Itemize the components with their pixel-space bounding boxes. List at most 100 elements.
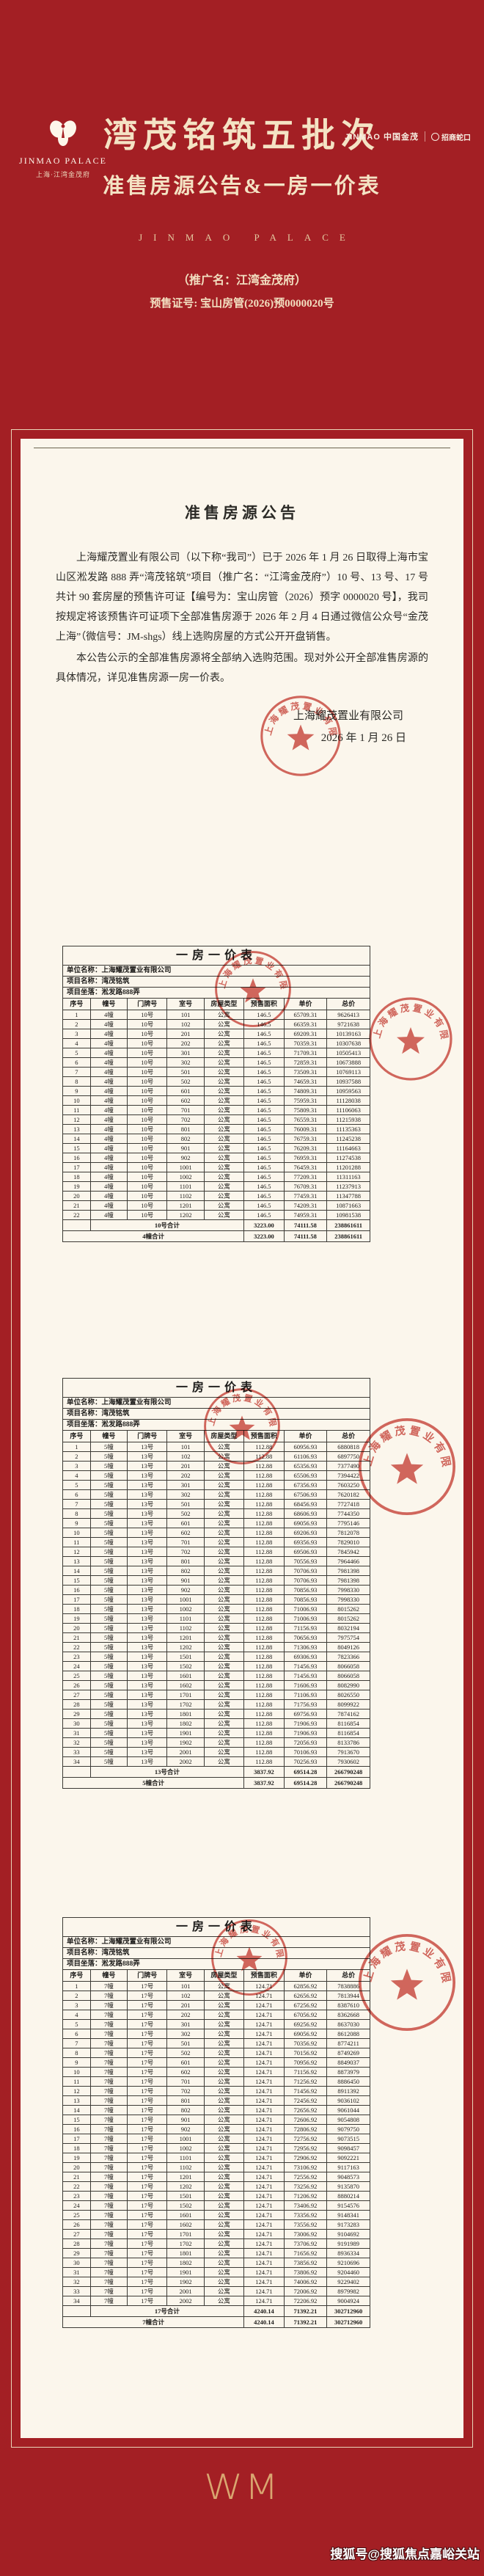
table-cell: 10981538 (326, 1210, 370, 1220)
table-cell: 72206.92 (283, 2296, 328, 2306)
table-cell: 73356.92 (283, 2210, 328, 2220)
table-cell: 146.5 (243, 1076, 285, 1087)
table-cell: 69256.92 (283, 2019, 328, 2029)
table-cell: 124.71 (243, 2019, 285, 2029)
table-row: 31 5幢 13号 1901 公寓 112.88 71906.93 8116854 (62, 1728, 370, 1738)
table-cell: 14 (62, 1134, 91, 1144)
table-cell: 112.88 (243, 1499, 285, 1509)
table-cell: 502 (166, 2048, 205, 2058)
table-cell: 项目名称：湾茂铭筑 (62, 976, 370, 988)
table-cell: 7幢 (89, 2191, 128, 2201)
table-cell: 124.71 (243, 2153, 285, 2163)
table-cell: 公寓 (203, 1623, 245, 1633)
table-cell: 5幢 (89, 1623, 128, 1633)
cmsk-logo: 招商蛇口 (431, 131, 471, 142)
table-row: 16 4幢 10号 902 公寓 146.5 76959.31 11274538 (62, 1153, 370, 1163)
cmsk-label: 招商蛇口 (441, 134, 471, 142)
table-cell: 31 (62, 2267, 91, 2277)
table-cell: 7795146 (326, 1518, 370, 1528)
company-seal-stamp: 上海耀茂置业有限公司 (367, 995, 455, 1083)
table-row: 25 5幢 13号 1601 公寓 112.88 71456.93 8066058 (62, 1671, 370, 1681)
table-cell: 16 (62, 1585, 91, 1595)
table-cell: 公寓 (203, 1095, 245, 1106)
table-cell: 27 (62, 1690, 91, 1700)
table-cell: 17号 (126, 2286, 168, 2296)
table-cell: 6880818 (326, 1442, 370, 1452)
table-cell: 10号 (126, 1181, 168, 1192)
table-cell: 802 (166, 1566, 205, 1576)
table-row: 6 5幢 13号 302 公寓 112.88 67506.93 7620182 (62, 1489, 370, 1500)
table-cell: 124.71 (243, 2057, 285, 2068)
table-cell: 9 (62, 2057, 91, 2068)
table-cell: 5幢 (89, 1642, 128, 1652)
table-cell: 71156.93 (283, 1623, 328, 1633)
table-cell: 19 (62, 2153, 91, 2163)
content-frame: 准售房源公告 上海耀茂置业有限公司（以下称“我司”）已于 2026 年 1 月 … (11, 429, 473, 2448)
table-cell: 68456.93 (283, 1499, 328, 1509)
table-cell: 公寓 (203, 1114, 245, 1125)
table-cell: 7 (62, 2038, 91, 2048)
table-cell: 702 (166, 2086, 205, 2096)
table-cell: 124.71 (243, 2048, 285, 2058)
table-cell: 17号 (126, 2076, 168, 2087)
table-cell: 公寓 (203, 2010, 245, 2020)
table-cell: 13号 (126, 1747, 168, 1757)
table-cell: 25 (62, 1671, 91, 1681)
table-cell: 1001 (166, 2134, 205, 2144)
table-cell: 76009.31 (283, 1124, 328, 1134)
table-cell: 9721638 (326, 1019, 370, 1029)
table-cell: 13号 (126, 1623, 168, 1633)
table-cell: 8026550 (326, 1690, 370, 1700)
table-cell: 146.5 (243, 1086, 285, 1096)
table-row: 20 4幢 10号 1102 公寓 146.5 77459.31 11347788 (62, 1191, 370, 1201)
table-cell: 10号 (126, 1162, 168, 1172)
table-cell: 25 (62, 2210, 91, 2220)
table-total-row: 10号合计 3223.00 74111.58 238861611 (62, 1219, 370, 1231)
table-cell: 13号 (126, 1489, 168, 1500)
table-cell: 8082990 (326, 1680, 370, 1690)
table-cell: 9092221 (326, 2153, 370, 2163)
table-cell: 70856.93 (283, 1594, 328, 1605)
table-cell: 13号 (126, 1680, 168, 1690)
table-cell: 5幢 (89, 1709, 128, 1719)
table-cell: 13号 (126, 1613, 168, 1624)
table-cell: 公寓 (203, 1652, 245, 1662)
table-cell: 13号 (126, 1728, 168, 1738)
table-cell: 17号 (126, 2124, 168, 2134)
table-cell: 17号 (126, 2258, 168, 2268)
table-cell: 7727418 (326, 1499, 370, 1509)
table-cell: 公寓 (203, 2258, 245, 2268)
table-cell: 17号 (126, 2229, 168, 2239)
table-cell: 1202 (166, 1642, 205, 1652)
table-cell: 公寓 (203, 1076, 245, 1087)
table-cell: 1701 (166, 1690, 205, 1700)
table-cell: 31 (62, 1728, 91, 1738)
table-cell: 124.71 (243, 2115, 285, 2125)
table-row: 26 5幢 13号 1602 公寓 112.88 71606.93 8082990 (62, 1680, 370, 1690)
table-cell: 33 (62, 2286, 91, 2296)
table-cell: 4幢 (89, 1057, 128, 1068)
table-cell: 单价 (283, 998, 328, 1010)
table-cell: 112.88 (243, 1566, 285, 1576)
table-cell: 146.5 (243, 1019, 285, 1029)
table-cell: 112.88 (243, 1728, 285, 1738)
table-row: 14 4幢 10号 802 公寓 146.5 76759.31 11245238 (62, 1134, 370, 1144)
table-cell: 73106.92 (283, 2162, 328, 2172)
table-cell: 11311163 (326, 1172, 370, 1182)
table-cell: 8612088 (326, 2029, 370, 2039)
table-cell: 5幢 (89, 1756, 128, 1767)
table-cell: 8 (62, 1508, 91, 1519)
table-cell: 702 (166, 1547, 205, 1557)
table-cell: 5幢 (89, 1632, 128, 1643)
table-header-row: 序号 幢号 门牌号 室号 房屋类型 预售面积 单价 总价 (62, 1969, 370, 1982)
table-cell: 11347788 (326, 1191, 370, 1201)
table-row: 7 7幢 17号 501 公寓 124.71 70356.92 8774211 (62, 2038, 370, 2048)
table-cell: 单价 (283, 1969, 328, 1982)
table-cell: 5幢 (89, 1480, 128, 1490)
table-cell: 112.88 (243, 1442, 285, 1452)
table-cell: 112.88 (243, 1737, 285, 1748)
table-row: 17 5幢 13号 1001 公寓 112.88 70856.93 7998330 (62, 1594, 370, 1605)
table-cell: 10号 (126, 1172, 168, 1182)
table-cell: 13号 (126, 1671, 168, 1681)
table-cell: 73509.31 (283, 1067, 328, 1077)
